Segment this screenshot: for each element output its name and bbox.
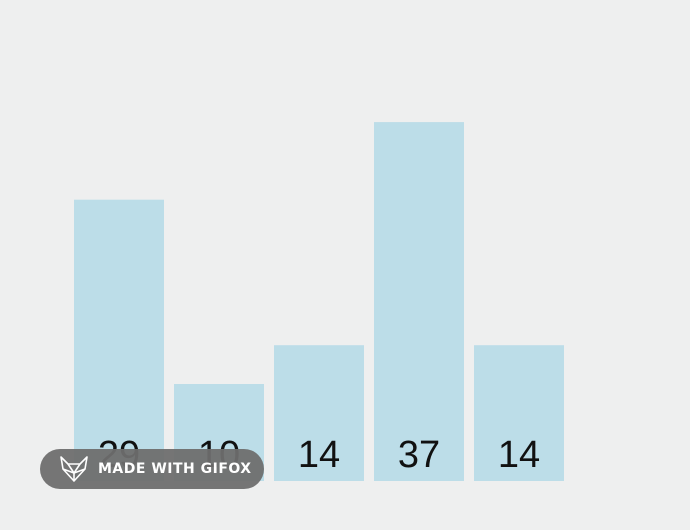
watermark-label: MADE WITH GIFOX	[98, 461, 252, 477]
bar-1	[74, 199, 164, 481]
bar-3	[274, 345, 364, 481]
bar-5	[474, 345, 564, 481]
fox-icon	[58, 455, 90, 483]
gifox-watermark: MADE WITH GIFOX	[40, 449, 264, 489]
bar-value-label-5: 14	[498, 434, 540, 476]
bar-4	[374, 122, 464, 481]
bar-value-label-4: 37	[398, 434, 440, 476]
bar-value-label-3: 14	[298, 434, 340, 476]
